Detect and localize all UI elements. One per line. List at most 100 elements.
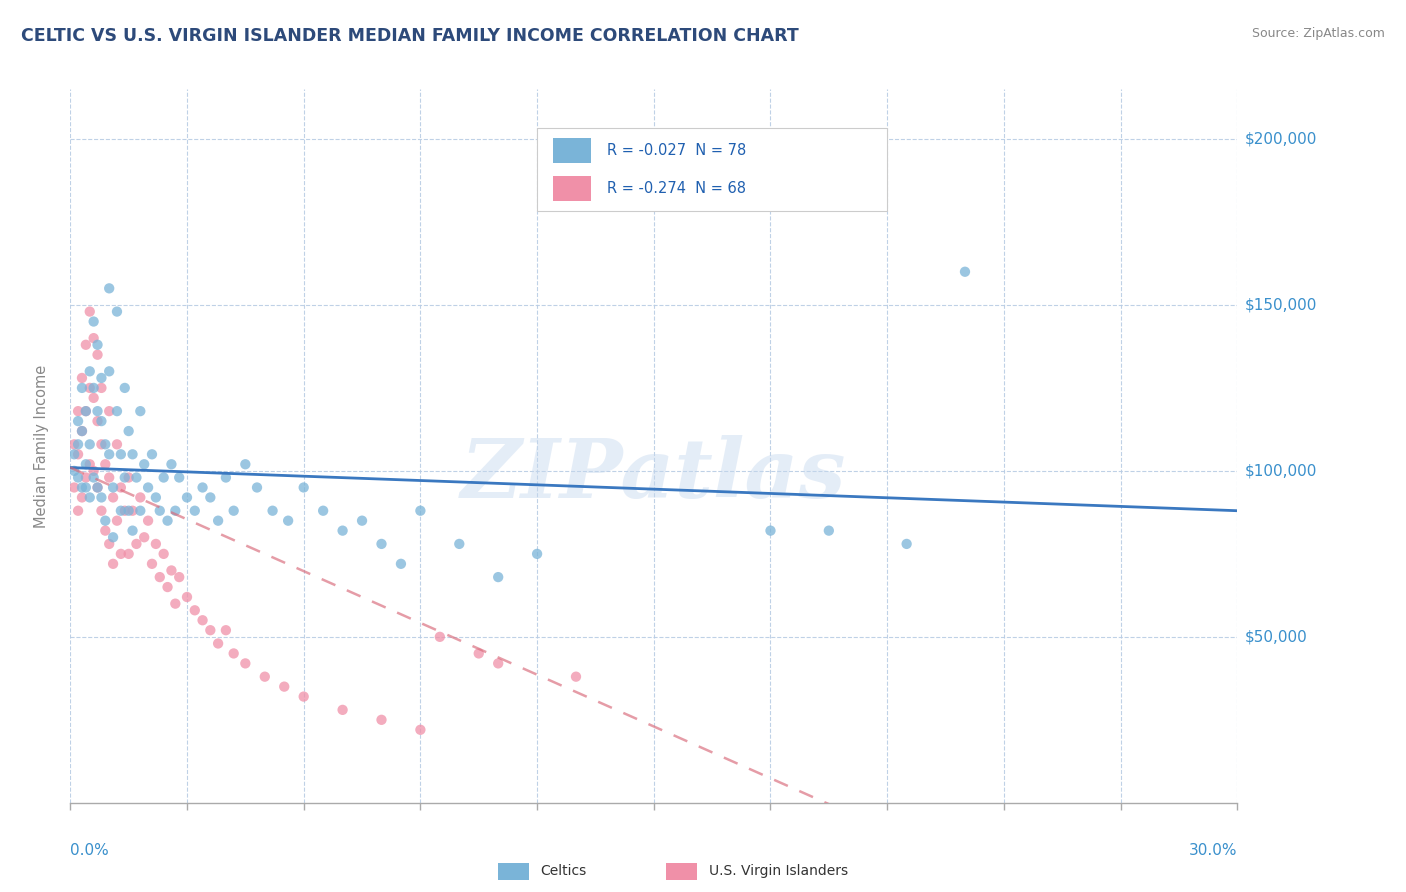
Text: 30.0%: 30.0% [1189,843,1237,858]
Point [389,557,412,571]
Point [332,524,354,538]
Point [83,464,105,478]
Point [83,391,105,405]
Point [114,504,136,518]
Point [83,314,105,328]
Point [156,514,179,528]
Point [222,504,245,518]
Point [86,404,108,418]
Point [215,470,238,484]
Point [277,514,299,528]
Point [207,514,229,528]
Point [486,657,509,671]
Point [75,481,97,495]
Bar [554,138,591,163]
Point [125,470,148,484]
Point [134,530,156,544]
Point [176,590,198,604]
Point [118,547,141,561]
Point [129,504,152,518]
Point [129,404,152,418]
FancyBboxPatch shape [537,128,887,211]
Point [98,404,121,418]
Point [79,381,101,395]
Point [110,504,132,518]
Point [167,570,190,584]
Point [160,564,183,578]
Point [86,338,108,352]
Bar [554,176,591,201]
Point [200,491,222,505]
Point [165,504,187,518]
Point [118,504,141,518]
Point [184,603,207,617]
Point [98,364,121,378]
Point [75,457,97,471]
Point [191,481,214,495]
Point [70,371,93,385]
Point [176,491,198,505]
Point [141,447,163,461]
Point [67,437,90,451]
Text: CELTIC VS U.S. VIRGIN ISLANDER MEDIAN FAMILY INCOME CORRELATION CHART: CELTIC VS U.S. VIRGIN ISLANDER MEDIAN FA… [21,27,799,45]
Point [134,457,156,471]
Point [79,457,101,471]
Point [98,537,121,551]
Text: $150,000: $150,000 [1244,297,1316,312]
Point [70,381,93,395]
Point [63,464,86,478]
Point [101,481,124,495]
Text: R = -0.274  N = 68: R = -0.274 N = 68 [607,180,747,195]
Point [118,470,141,484]
Point [90,381,112,395]
Text: Source: ZipAtlas.com: Source: ZipAtlas.com [1251,27,1385,40]
Point [332,703,354,717]
Text: U.S. Virgin Islanders: U.S. Virgin Islanders [709,864,848,879]
Point [70,424,93,438]
Point [409,504,432,518]
Point [98,470,121,484]
Point [114,381,136,395]
Point [79,437,101,451]
Point [110,447,132,461]
Point [110,481,132,495]
Point [98,447,121,461]
Point [75,404,97,418]
Point [292,481,315,495]
Point [121,524,143,538]
Point [79,304,101,318]
Point [94,457,117,471]
Point [94,524,117,538]
Point [67,404,90,418]
Point [110,547,132,561]
Point [896,537,918,551]
Point [207,636,229,650]
Point [759,524,782,538]
Point [160,457,183,471]
Point [101,491,124,505]
Point [215,624,238,638]
Point [136,514,159,528]
Point [409,723,432,737]
Point [222,647,245,661]
Y-axis label: Median Family Income: Median Family Income [35,364,49,528]
Point [105,304,128,318]
Point [83,381,105,395]
Point [565,670,588,684]
Point [167,470,190,484]
Point [121,504,143,518]
Point [184,504,207,518]
Point [94,437,117,451]
Point [86,481,108,495]
Point [370,713,392,727]
Point [246,481,269,495]
Point [63,437,86,451]
Point [145,491,167,505]
Point [70,491,93,505]
Point [101,557,124,571]
Point [191,613,214,627]
Point [67,504,90,518]
Point [86,481,108,495]
Text: $200,000: $200,000 [1244,131,1316,146]
Text: Celtics: Celtics [540,864,586,879]
